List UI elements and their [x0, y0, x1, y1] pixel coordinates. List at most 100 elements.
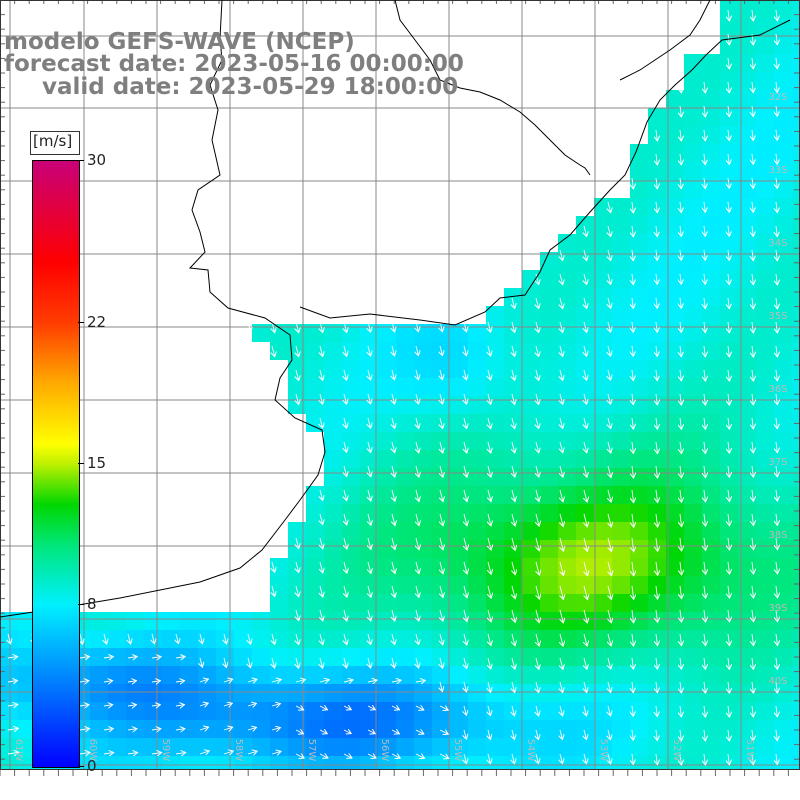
wind-speed-cell: [792, 558, 800, 576]
wind-vector: [728, 81, 729, 93]
wind-speed-cell: [468, 540, 486, 558]
wind-speed-cell: [738, 18, 756, 36]
wind-speed-cell: [342, 756, 360, 770]
wind-speed-cell: [774, 450, 792, 468]
wind-vector: [632, 489, 634, 503]
wind-vector: [752, 225, 753, 236]
wind-speed-cell: [504, 522, 522, 540]
wind-speed-cell: [612, 720, 630, 738]
wind-vector: [584, 609, 587, 623]
wind-vector: [536, 393, 539, 405]
wind-speed-cell: [504, 288, 522, 306]
wind-vector: [776, 465, 777, 477]
wind-speed-cell: [396, 612, 414, 630]
wind-speed-cell: [486, 684, 504, 702]
wind-speed-cell: [648, 360, 666, 378]
wind-speed-cell: [756, 378, 774, 396]
wind-speed-cell: [126, 756, 144, 770]
wind-speed-cell: [738, 288, 756, 306]
wind-vector: [536, 441, 539, 453]
wind-speed-cell: [774, 234, 792, 252]
wind-vector: [680, 201, 681, 213]
wind-speed-cell: [720, 234, 738, 252]
wind-vector: [128, 633, 131, 644]
wind-speed-cell: [702, 666, 720, 684]
wind-vector: [536, 609, 539, 623]
wind-speed-cell: [324, 414, 342, 432]
wind-vector: [584, 345, 587, 356]
wind-speed-cell: [756, 234, 774, 252]
wind-speed-cell: [414, 360, 432, 378]
wind-vector: [560, 657, 563, 669]
wind-speed-cell: [360, 360, 378, 378]
wind-speed-cell: [684, 486, 702, 504]
wind-vector: [560, 369, 563, 380]
wind-speed-cell: [342, 720, 360, 738]
wind-speed-cell: [630, 522, 648, 540]
wind-speed-cell: [684, 324, 702, 342]
wind-vector: [656, 753, 657, 765]
wind-vector: [392, 417, 395, 428]
wind-vector: [776, 225, 777, 237]
wind-vector: [392, 393, 395, 404]
wind-speed-cell: [720, 288, 738, 306]
wind-vector: [704, 537, 706, 550]
wind-speed-cell: [738, 648, 756, 666]
wind-speed-cell: [324, 468, 342, 486]
wind-speed-cell: [342, 396, 360, 414]
wind-speed-cell: [324, 594, 342, 612]
wind-speed-cell: [792, 54, 800, 72]
wind-speed-cell: [576, 594, 594, 612]
wind-speed-cell: [648, 108, 666, 126]
wind-vector: [704, 201, 705, 212]
wind-vector: [704, 249, 705, 260]
wind-vector: [704, 489, 706, 502]
wind-vector: [80, 633, 83, 644]
wind-speed-cell: [666, 738, 684, 756]
wind-speed-cell: [198, 684, 216, 702]
wind-speed-cell: [702, 612, 720, 630]
wind-speed-cell: [252, 756, 270, 770]
wind-vector: [512, 321, 515, 333]
wind-speed-cell: [630, 540, 648, 558]
wind-speed-cell: [162, 612, 180, 630]
wind-speed-cell: [558, 522, 576, 540]
wind-speed-cell: [576, 720, 594, 738]
wind-vector: [656, 657, 657, 669]
wind-speed-cell: [756, 756, 774, 770]
wind-speed-cell: [450, 594, 468, 612]
wind-speed-cell: [648, 738, 666, 756]
wind-speed-cell: [576, 306, 594, 324]
wind-vector: [296, 633, 299, 645]
wind-speed-cell: [342, 540, 360, 558]
wind-vector: [608, 465, 611, 478]
wind-vector: [224, 657, 226, 668]
wind-speed-cell: [540, 378, 558, 396]
wind-speed-cell: [630, 432, 648, 450]
wind-speed-cell: [270, 684, 288, 702]
wind-speed-cell: [666, 90, 684, 108]
wind-vector: [440, 657, 443, 668]
wind-speed-cell: [756, 144, 774, 162]
wind-speed-cell: [540, 756, 558, 770]
wind-vector: [704, 417, 705, 429]
wind-vector: [464, 465, 467, 477]
wind-vector: [440, 345, 443, 356]
wind-speed-cell: [792, 198, 800, 216]
wind-speed-cell: [558, 630, 576, 648]
wind-speed-cell: [324, 378, 342, 396]
wind-speed-cell: [612, 576, 630, 594]
wind-speed-cell: [684, 450, 702, 468]
wind-vector: [680, 369, 681, 381]
wind-speed-cell: [540, 468, 558, 486]
wind-vector: [392, 561, 395, 574]
wind-vector: [632, 705, 633, 716]
wind-speed-cell: [666, 306, 684, 324]
wind-vector: [680, 705, 681, 717]
wind-vector: [656, 585, 658, 599]
wind-vector: [368, 513, 371, 525]
wind-speed-cell: [702, 504, 720, 522]
wind-speed-cell: [612, 198, 630, 216]
wind-speed-cell: [378, 576, 396, 594]
wind-speed-cell: [306, 684, 324, 702]
